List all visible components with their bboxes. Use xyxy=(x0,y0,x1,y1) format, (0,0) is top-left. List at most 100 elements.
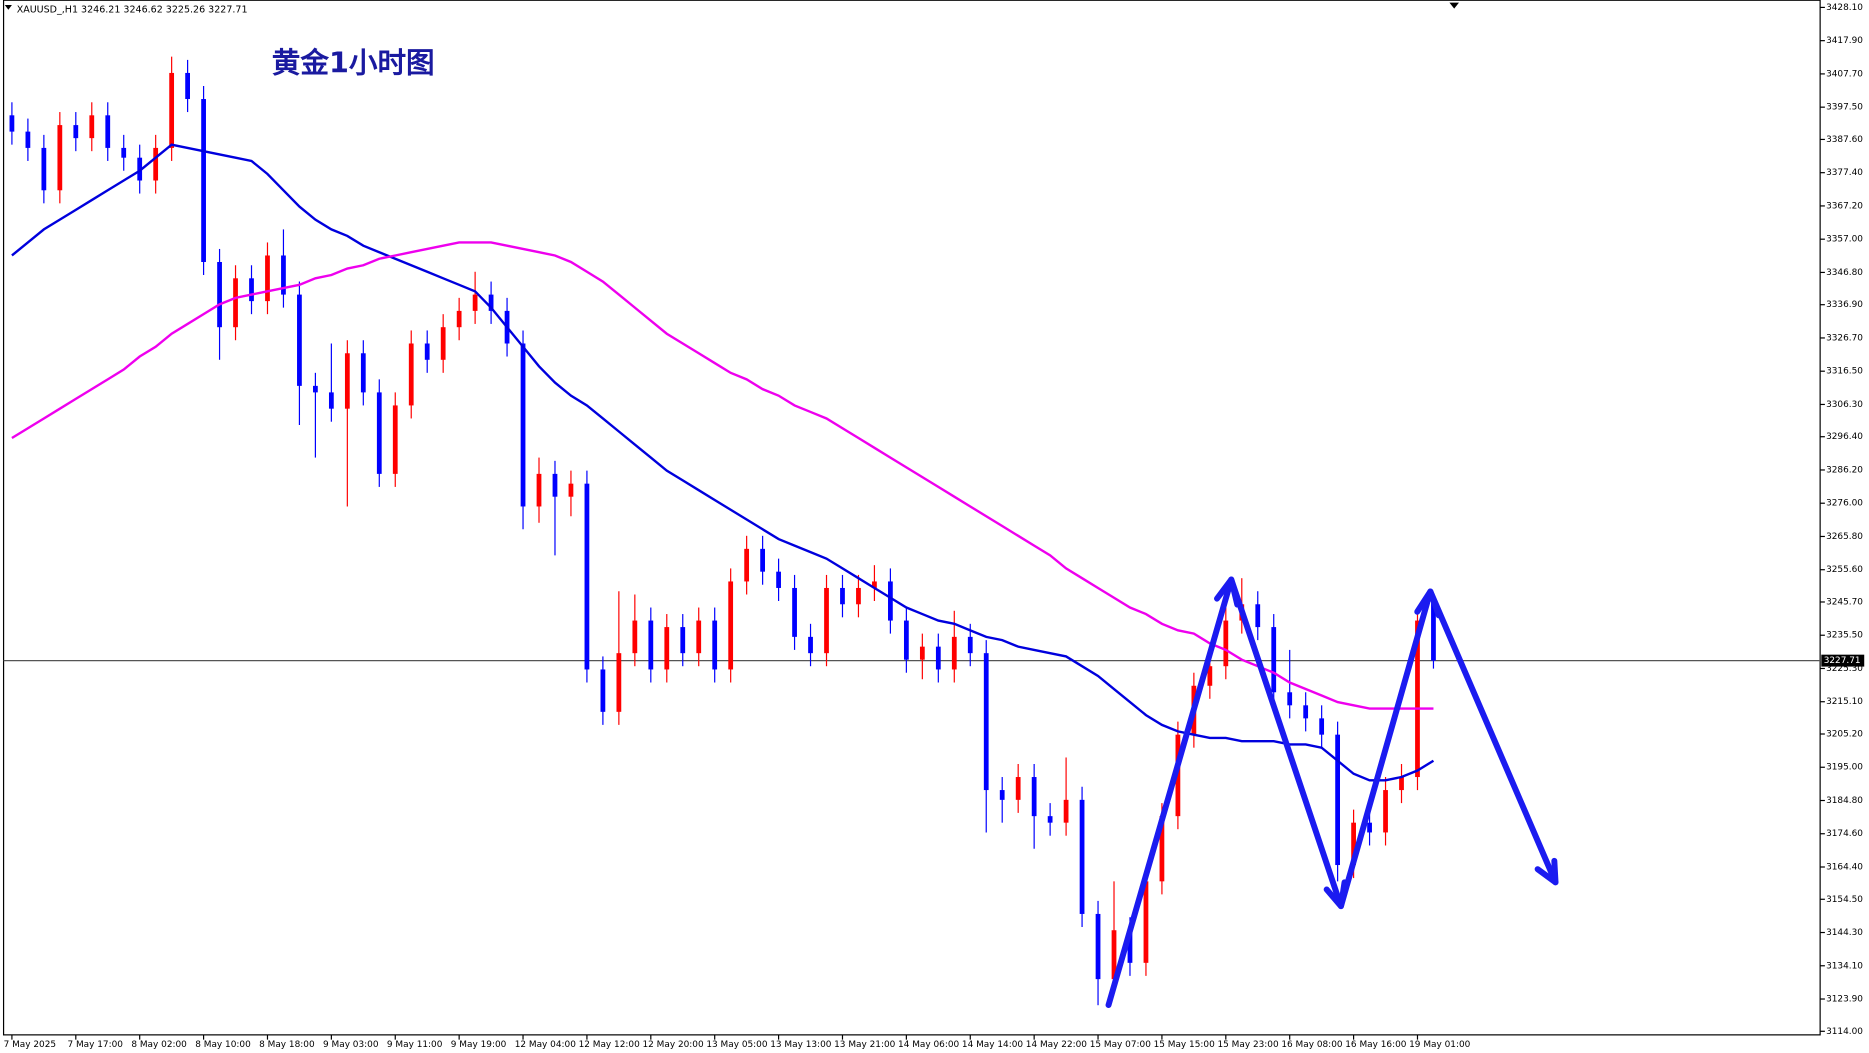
x-tick-label: 13 May 05:00 xyxy=(706,1040,768,1050)
candle-body xyxy=(760,548,766,572)
annotation-arrows xyxy=(1105,576,1559,1009)
x-tick-label: 15 May 07:00 xyxy=(1090,1040,1152,1050)
candle-body xyxy=(1127,930,1133,963)
candle-body xyxy=(153,147,159,181)
y-tick-label: 3428.10 xyxy=(1826,3,1863,13)
candle-body xyxy=(105,115,111,148)
y-tick-label: 3296.40 xyxy=(1826,432,1863,442)
candle-body xyxy=(1351,822,1356,866)
y-tick-label: 3306.30 xyxy=(1826,400,1863,410)
candle-body xyxy=(1159,816,1165,882)
candle-body xyxy=(1335,734,1341,866)
candle-body xyxy=(616,653,622,712)
y-tick-label: 3326.70 xyxy=(1826,333,1863,343)
candle-body xyxy=(648,620,654,670)
x-tick-label: 14 May 14:00 xyxy=(962,1040,1024,1050)
candle-body xyxy=(792,587,797,637)
candle-body xyxy=(552,473,558,497)
y-tick-label: 3205.20 xyxy=(1826,730,1863,740)
x-tick-label: 8 May 18:00 xyxy=(259,1040,315,1050)
y-tick-label: 3215.10 xyxy=(1826,697,1863,707)
candle-body xyxy=(9,115,15,132)
y-tick-label: 3407.70 xyxy=(1826,69,1863,79)
candle-body xyxy=(360,353,366,393)
candle-body xyxy=(201,99,206,263)
candle-body xyxy=(137,157,143,181)
y-tick-label: 3184.80 xyxy=(1826,796,1863,806)
arrowhead xyxy=(1323,879,1348,910)
x-tick-label: 8 May 10:00 xyxy=(195,1040,251,1050)
y-tick-label: 3387.60 xyxy=(1826,135,1863,145)
candle-body xyxy=(1415,620,1420,778)
candle-body xyxy=(25,131,31,148)
arrowhead xyxy=(1214,576,1241,608)
y-tick-label: 3225.30 xyxy=(1826,664,1863,674)
x-tick-label: 9 May 19:00 xyxy=(451,1040,507,1050)
y-tick-label: 3367.20 xyxy=(1826,201,1863,211)
candle-body xyxy=(392,405,398,474)
candle-body xyxy=(488,294,494,311)
candle-body xyxy=(967,636,973,654)
y-tick-label: 3144.30 xyxy=(1826,928,1863,938)
y-tick-label: 3397.50 xyxy=(1826,103,1863,113)
candle-body xyxy=(456,310,462,328)
candle-body xyxy=(73,125,79,139)
x-tick-label: 16 May 08:00 xyxy=(1281,1040,1343,1050)
y-tick-label: 3123.90 xyxy=(1826,995,1863,1005)
candle-body xyxy=(41,147,47,191)
candle-body xyxy=(903,620,909,660)
x-tick-label: 9 May 03:00 xyxy=(323,1040,379,1050)
candle-body xyxy=(249,278,254,302)
candle-body xyxy=(344,353,350,409)
candle-body xyxy=(712,620,718,670)
candle-body xyxy=(1383,790,1388,833)
menu-triangle[interactable] xyxy=(4,5,12,10)
y-tick-label: 3346.80 xyxy=(1826,268,1863,278)
candle-body xyxy=(1399,777,1404,791)
y-tick-label: 3245.70 xyxy=(1826,597,1863,607)
x-tick-label: 8 May 02:00 xyxy=(131,1040,187,1050)
candle-body xyxy=(919,646,925,660)
candle-body xyxy=(1095,913,1101,980)
x-tick-label: 16 May 16:00 xyxy=(1345,1040,1407,1050)
candle-body xyxy=(472,294,478,311)
candle-body xyxy=(1303,705,1309,719)
candle-body xyxy=(376,392,382,474)
current-price-box xyxy=(1821,654,1865,667)
candle-body xyxy=(297,294,302,386)
candle-body xyxy=(568,483,574,497)
candle-body xyxy=(328,392,334,409)
candle-body xyxy=(1255,604,1261,628)
x-tick-label: 19 May 01:00 xyxy=(1409,1040,1471,1050)
y-tick-label: 3265.80 xyxy=(1826,532,1863,542)
x-tick-label: 12 May 20:00 xyxy=(642,1040,704,1050)
current-price-label: 3227.71 xyxy=(1824,656,1861,666)
candle-body xyxy=(57,125,63,191)
candle-body xyxy=(808,636,813,654)
candle-body xyxy=(1367,822,1372,833)
x-tick-label: 7 May 2025 xyxy=(4,1040,57,1050)
y-tick-label: 3417.90 xyxy=(1826,36,1863,46)
candle-body xyxy=(680,627,686,654)
candle-body xyxy=(1271,627,1277,693)
moving-average xyxy=(11,143,1435,782)
candle-body xyxy=(664,627,670,670)
candle-body xyxy=(313,385,318,393)
candle-body xyxy=(888,581,893,621)
candle-body xyxy=(696,620,702,654)
y-tick-label: 3235.50 xyxy=(1826,631,1863,641)
candle-body xyxy=(999,790,1005,800)
shift-marker xyxy=(1449,2,1459,9)
y-tick-label: 3336.90 xyxy=(1826,300,1863,310)
x-tick-label: 9 May 11:00 xyxy=(387,1040,443,1050)
header: XAUUSD_,H1 3246.21 3246.62 3225.26 3227.… xyxy=(17,4,248,15)
x-tick-label: 14 May 22:00 xyxy=(1026,1040,1088,1050)
candle-body xyxy=(185,72,190,100)
candle-body xyxy=(1143,881,1149,963)
plot-frame xyxy=(2,0,1821,1036)
candle-body xyxy=(1287,692,1293,706)
y-tick-label: 3134.10 xyxy=(1826,961,1863,971)
candle-body xyxy=(424,343,430,360)
arrowhead xyxy=(1414,588,1442,619)
x-tick-label: 15 May 15:00 xyxy=(1154,1040,1216,1050)
